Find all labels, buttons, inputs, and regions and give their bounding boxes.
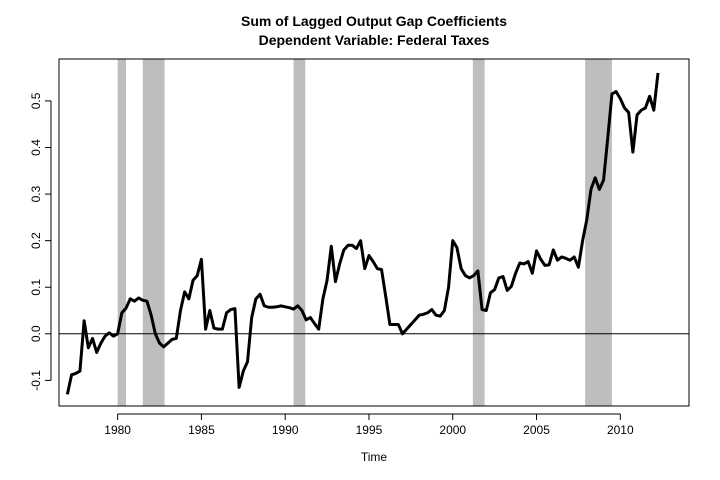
y-tick-label: -0.1 (29, 370, 43, 391)
y-tick-label: 0.3 (29, 185, 43, 202)
x-tick-label: 2005 (523, 423, 550, 437)
y-axis: -0.1 0.0 0.1 0.2 0.3 0.4 0.5 (29, 92, 52, 391)
y-tick-label: 0.4 (29, 139, 43, 156)
x-tick-label: 2010 (607, 423, 634, 437)
x-axis: 1980 1985 1990 1995 2000 2005 2010 (104, 413, 634, 437)
x-tick-label: 2000 (439, 423, 466, 437)
plot-frame (58, 58, 690, 407)
x-tick-label: 1995 (356, 423, 383, 437)
chart-title: Sum of Lagged Output Gap Coefficients (241, 13, 507, 29)
y-tick-label: 0.0 (29, 325, 43, 342)
recession-band-1 (142, 59, 165, 406)
x-tick-label: 1985 (188, 423, 215, 437)
y-tick-label: 0.1 (29, 279, 43, 296)
recession-band-2 (293, 59, 306, 406)
recession-band-4 (585, 59, 612, 406)
chart-subtitle: Dependent Variable: Federal Taxes (259, 32, 490, 48)
x-axis-label: Time (361, 450, 388, 464)
series-line (65, 72, 660, 395)
x-tick-label: 1990 (272, 423, 299, 437)
y-tick-label: 0.5 (29, 92, 43, 109)
y-tick-label: 0.2 (29, 232, 43, 249)
x-tick-label: 1980 (104, 423, 131, 437)
recession-bands (117, 59, 612, 406)
recession-band-3 (472, 59, 485, 406)
recession-band-0 (117, 59, 127, 406)
